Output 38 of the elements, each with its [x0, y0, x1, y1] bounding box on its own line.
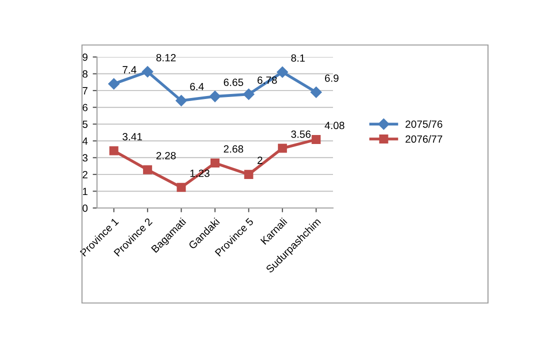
data-label: 2.28	[156, 152, 176, 160]
point	[142, 66, 154, 78]
point	[243, 88, 254, 100]
point	[312, 135, 321, 144]
y-tick-label: 7	[82, 87, 88, 94]
y-tick-label: 5	[82, 120, 88, 128]
point	[143, 165, 152, 174]
data-label: 4.08	[324, 122, 344, 130]
y-tick-label: 8	[82, 70, 88, 78]
point	[310, 86, 322, 98]
legend-label: 2075/76	[406, 120, 442, 128]
point	[244, 170, 254, 179]
data-label: 2	[258, 156, 262, 164]
y-tick-label: 6	[82, 104, 88, 112]
point	[210, 158, 220, 168]
point	[108, 78, 120, 90]
data-label: 6.4	[190, 82, 204, 90]
data-label: 7.4	[122, 66, 136, 74]
y-tick-label: 3	[82, 154, 88, 162]
y-tick-label: 2	[82, 170, 88, 178]
point	[176, 95, 187, 106]
data-label: 6.65	[224, 78, 244, 86]
data-label: 2.68	[224, 145, 244, 153]
point	[109, 146, 118, 156]
legend-label: 2076/77	[406, 135, 442, 143]
y-tick-label: 1	[82, 188, 88, 195]
data-label: 8.12	[156, 54, 176, 62]
y-tick-label: 0	[82, 204, 88, 212]
point	[176, 182, 186, 192]
point	[276, 66, 288, 78]
data-label: 3.56	[291, 130, 311, 138]
point	[209, 90, 221, 102]
data-label: 3.41	[122, 133, 142, 140]
data-label: 6.9	[325, 74, 338, 82]
point	[278, 144, 287, 153]
data-label: 8.1	[291, 54, 305, 62]
y-tick-label: 9	[82, 54, 88, 61]
y-tick-label: 4	[82, 137, 88, 145]
